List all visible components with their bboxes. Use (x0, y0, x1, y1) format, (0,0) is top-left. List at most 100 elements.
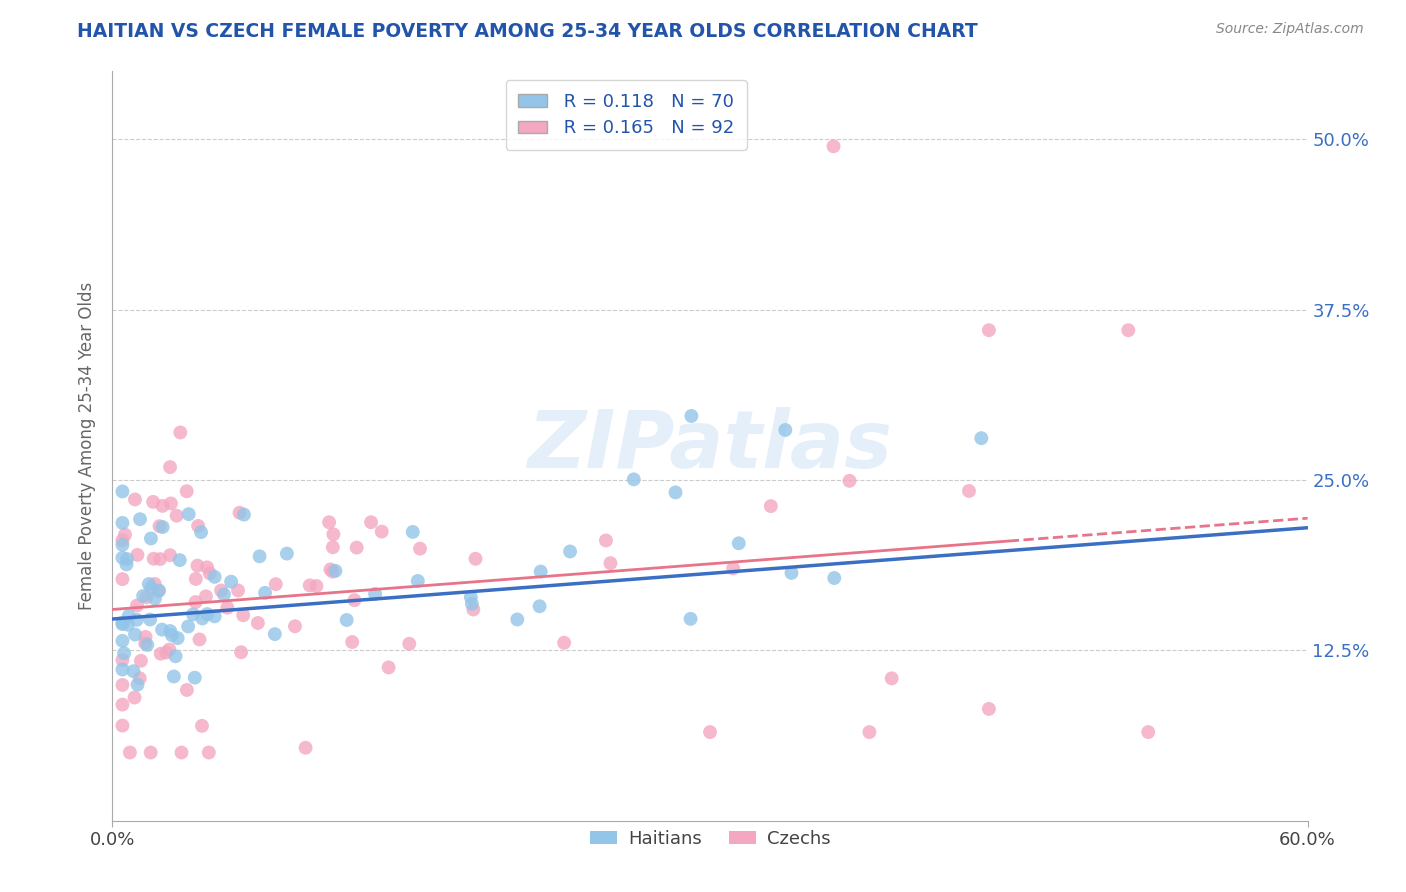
Point (325, 564, 347, 578)
Point (198, 746, 221, 760)
Point (727, 536, 749, 550)
Point (177, 619, 200, 633)
Point (111, 484, 134, 499)
Point (217, 600, 239, 615)
Point (858, 725, 880, 739)
Point (226, 583, 249, 598)
Point (699, 725, 721, 739)
Point (461, 597, 484, 611)
Point (190, 525, 212, 540)
Point (322, 565, 344, 579)
Point (322, 540, 344, 554)
Point (111, 538, 134, 552)
Point (599, 556, 621, 570)
Point (111, 678, 134, 692)
Point (1118, 323, 1140, 337)
Point (155, 646, 177, 660)
Point (957, 483, 980, 498)
Point (111, 698, 134, 712)
Point (228, 506, 250, 520)
Point (759, 499, 782, 513)
Point (529, 599, 551, 614)
Point (139, 746, 162, 760)
Point (118, 746, 141, 760)
Point (157, 642, 180, 657)
Point (195, 607, 218, 621)
Point (305, 579, 328, 593)
Point (246, 615, 269, 630)
Point (194, 590, 217, 604)
Point (135, 591, 157, 605)
Point (463, 602, 485, 616)
Point (176, 682, 198, 697)
Point (118, 609, 141, 624)
Point (177, 507, 200, 521)
Point (125, 613, 148, 627)
Point (184, 671, 207, 685)
Point (775, 423, 797, 437)
Point (148, 519, 170, 533)
Point (322, 527, 344, 541)
Point (111, 516, 134, 530)
Point (122, 664, 145, 678)
Point (595, 533, 617, 548)
Point (136, 638, 159, 652)
Text: ZIPatlas: ZIPatlas (527, 407, 893, 485)
Point (204, 570, 226, 584)
Point (124, 492, 146, 507)
Point (127, 548, 149, 562)
Point (111, 718, 134, 732)
Point (254, 586, 277, 600)
Point (464, 551, 486, 566)
Point (780, 566, 803, 580)
Point (406, 574, 429, 588)
Point (166, 508, 188, 523)
Point (111, 615, 134, 630)
Point (232, 608, 254, 623)
Point (166, 631, 188, 645)
Legend: Haitians, Czechs: Haitians, Czechs (581, 821, 839, 856)
Point (124, 627, 146, 641)
Point (298, 578, 321, 592)
Point (398, 637, 420, 651)
Point (159, 624, 181, 638)
Point (264, 577, 287, 591)
Point (142, 495, 165, 509)
Point (111, 617, 134, 632)
Point (111, 533, 134, 548)
Point (165, 649, 187, 664)
Point (232, 508, 254, 522)
Point (149, 552, 172, 566)
Point (160, 628, 183, 642)
Point (191, 611, 214, 625)
Point (364, 587, 387, 601)
Point (160, 496, 183, 510)
Y-axis label: Female Poverty Among 25-34 Year Olds: Female Poverty Among 25-34 Year Olds (77, 282, 96, 610)
Point (169, 553, 191, 567)
Point (111, 663, 134, 677)
Point (360, 515, 382, 529)
Point (340, 635, 363, 649)
Point (681, 409, 703, 423)
Point (553, 636, 575, 650)
Point (249, 549, 271, 564)
Point (263, 627, 285, 641)
Point (139, 613, 162, 627)
Point (319, 562, 342, 576)
Point (163, 669, 186, 683)
Point (112, 646, 135, 660)
Point (198, 566, 221, 581)
Point (336, 613, 359, 627)
Point (377, 660, 399, 674)
Point (152, 520, 174, 534)
Point (135, 630, 157, 644)
Point (188, 632, 211, 647)
Point (187, 519, 209, 533)
Point (679, 612, 702, 626)
Point (148, 583, 170, 598)
Point (558, 544, 581, 558)
Point (318, 516, 340, 530)
Point (229, 645, 252, 659)
Point (343, 593, 366, 607)
Point (111, 550, 134, 565)
